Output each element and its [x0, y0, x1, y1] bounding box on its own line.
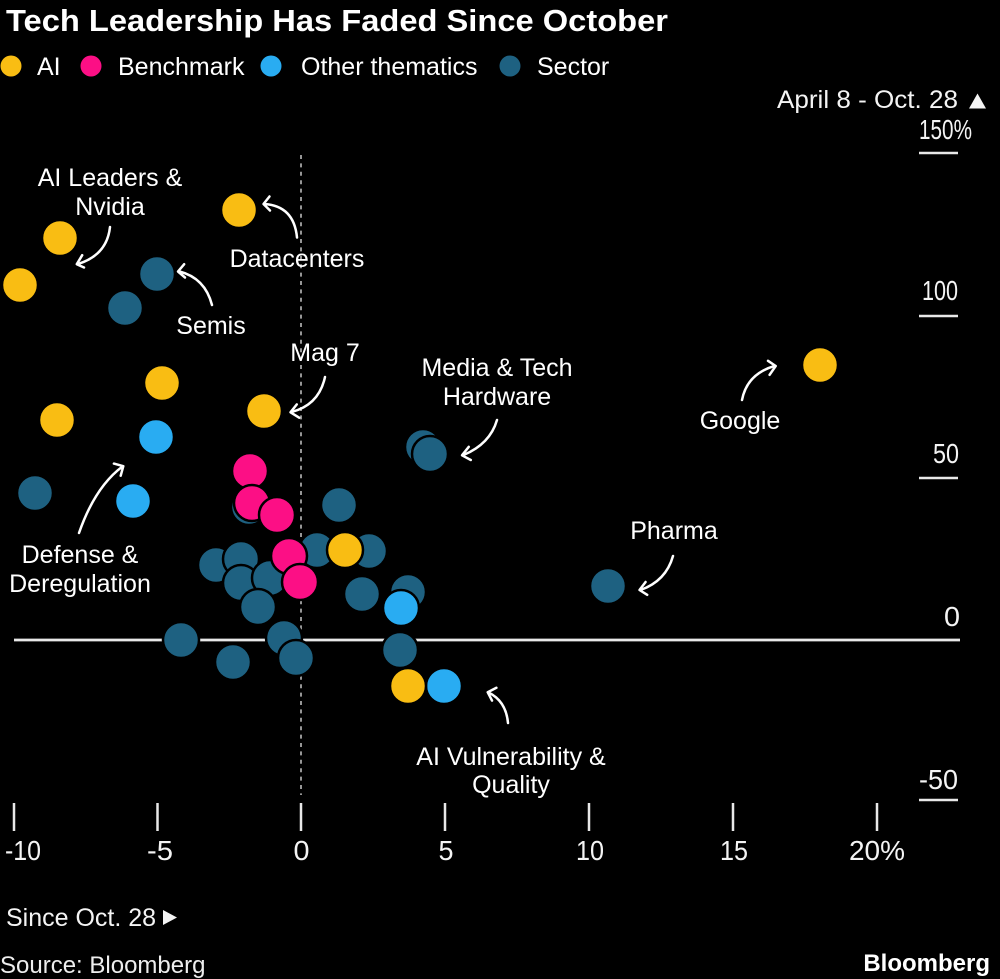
svg-text:Deregulation: Deregulation — [9, 570, 151, 598]
svg-text:-10: -10 — [5, 835, 41, 866]
svg-text:150%: 150% — [919, 114, 972, 145]
svg-text:Tech Leadership Has Faded Sinc: Tech Leadership Has Faded Since October — [6, 3, 668, 38]
svg-text:50: 50 — [933, 438, 959, 469]
svg-text:5: 5 — [439, 835, 454, 866]
svg-text:Defense &: Defense & — [22, 541, 139, 569]
svg-text:100: 100 — [922, 275, 958, 306]
svg-text:Datacenters: Datacenters — [230, 245, 365, 273]
svg-text:Sector: Sector — [537, 53, 609, 81]
svg-text:Bloomberg: Bloomberg — [863, 950, 990, 977]
svg-text:AI: AI — [37, 53, 61, 81]
svg-text:20%: 20% — [849, 835, 905, 866]
svg-text:Media & Tech: Media & Tech — [421, 354, 572, 382]
svg-text:-50: -50 — [919, 764, 958, 795]
svg-text:0: 0 — [294, 835, 310, 866]
svg-text:Benchmark: Benchmark — [118, 53, 245, 81]
svg-text:Quality: Quality — [472, 771, 550, 799]
svg-text:Google: Google — [700, 407, 781, 435]
svg-text:0: 0 — [944, 601, 960, 632]
svg-text:Other thematics: Other thematics — [301, 53, 477, 81]
svg-text:Hardware: Hardware — [443, 383, 551, 411]
svg-text:Mag 7: Mag 7 — [290, 339, 359, 367]
svg-text:Source: Bloomberg: Source: Bloomberg — [0, 952, 205, 979]
svg-text:15: 15 — [720, 835, 748, 866]
svg-text:Since Oct. 28: Since Oct. 28 — [6, 904, 156, 932]
svg-text:April 8 - Oct. 28: April 8 - Oct. 28 — [777, 86, 958, 114]
svg-text:-5: -5 — [147, 835, 173, 866]
svg-text:10: 10 — [576, 835, 604, 866]
svg-text:Pharma: Pharma — [630, 517, 718, 545]
svg-text:AI Leaders &: AI Leaders & — [38, 164, 183, 192]
svg-text:Nvidia: Nvidia — [75, 193, 145, 221]
svg-text:AI Vulnerability &: AI Vulnerability & — [416, 743, 606, 771]
svg-text:Semis: Semis — [176, 312, 245, 340]
